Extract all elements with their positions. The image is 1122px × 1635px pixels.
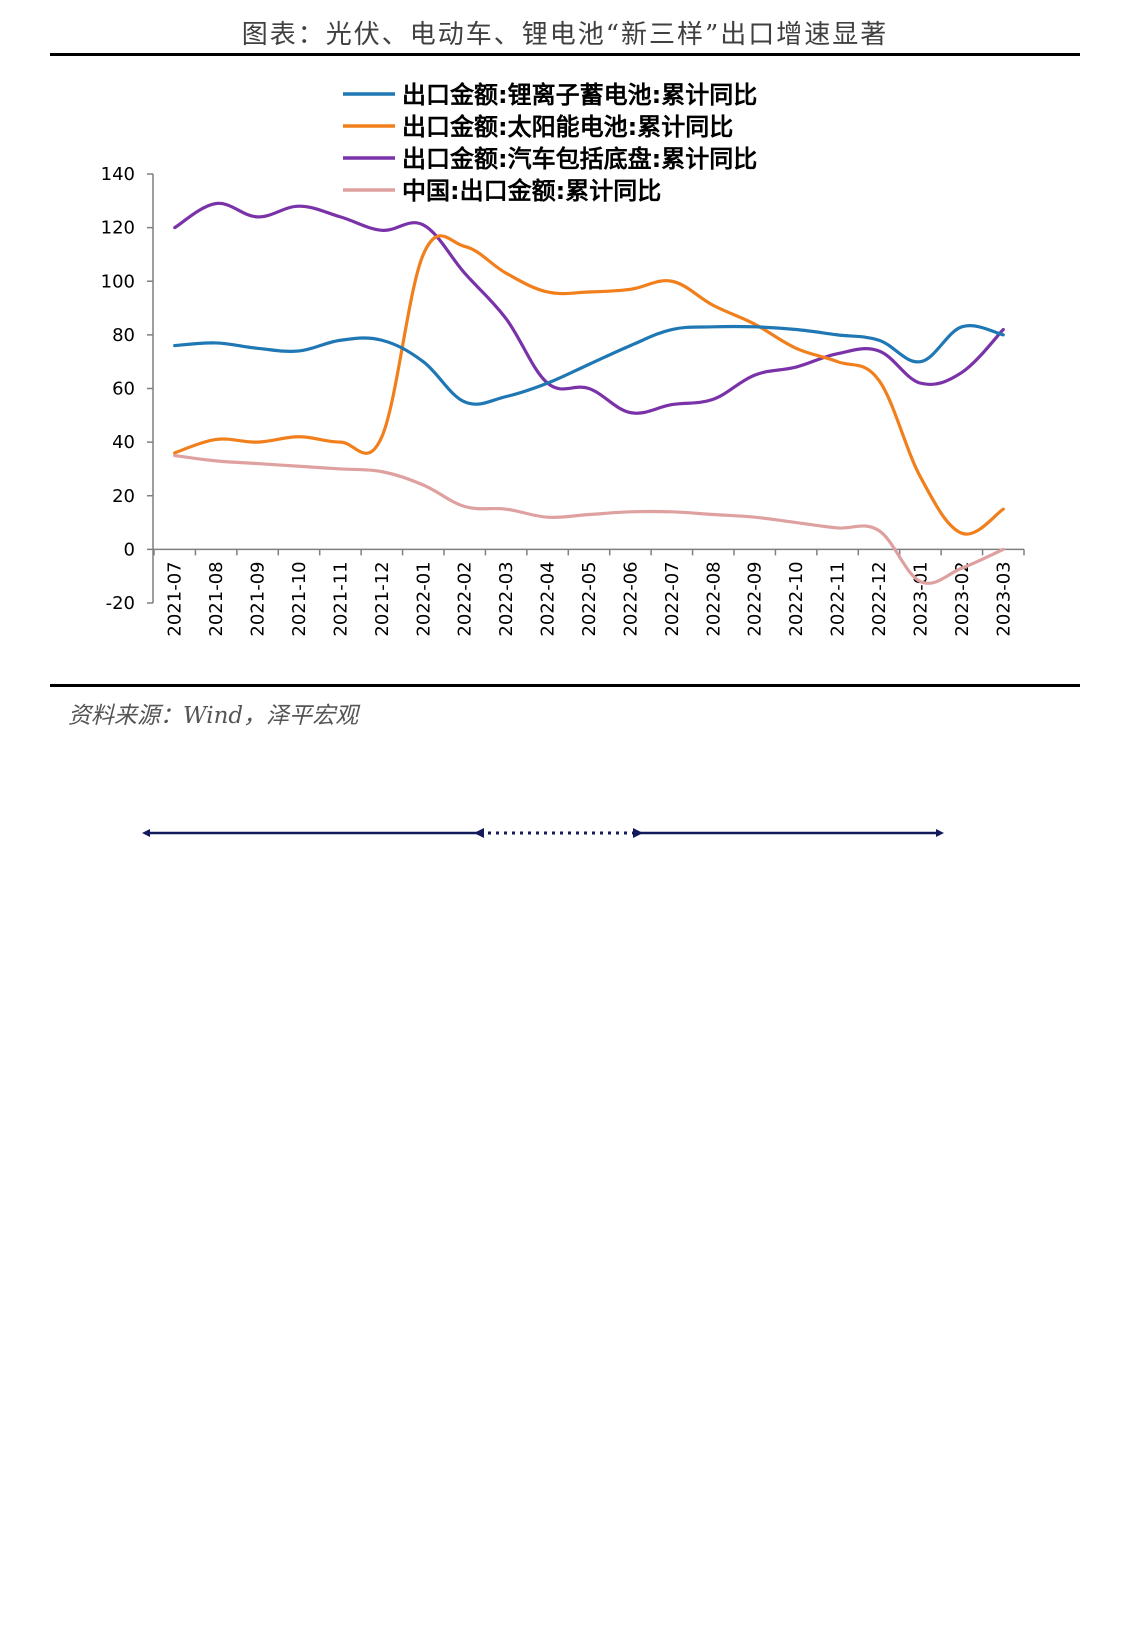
series-line-4: [173, 453, 1005, 585]
x-tick-label: 2022-11: [828, 561, 849, 636]
x-tick-label: 2022-05: [579, 561, 600, 636]
y-tick-label: 100: [101, 271, 135, 292]
y-tick-label: 140: [101, 164, 135, 185]
line-chart: 140 120 100 80 60 40 20 0 -20 2021-07 2021-08 2021-…: [101, 81, 1025, 637]
legend-label-2: 出口金额:太阳能电池:累计同比: [402, 113, 733, 141]
divider-end-right: [936, 829, 944, 837]
page-divider: [142, 828, 944, 838]
divider-mid-left: [474, 828, 484, 838]
y-tick-label: 20: [112, 486, 135, 507]
y-tick-label: 60: [112, 379, 135, 400]
y-tick-label: 40: [112, 432, 135, 453]
source-note: 资料来源：Wind，泽平宏观: [68, 703, 359, 729]
legend-label-1: 出口金额:锂离子蓄电池:累计同比: [402, 81, 757, 109]
x-tick-label: 2021-09: [248, 561, 269, 636]
x-tick-label: 2023-02: [952, 561, 973, 636]
bottom-rule: [50, 684, 1080, 687]
x-tick-label: 2022-09: [745, 561, 766, 636]
x-tick-label: 2022-04: [538, 561, 559, 636]
x-tick-label: 2021-07: [165, 561, 186, 636]
x-tick-label: 2021-08: [206, 561, 227, 636]
x-tick-label: 2022-08: [703, 561, 724, 636]
x-tick-label: 2023-01: [910, 561, 931, 636]
y-tick-label: 0: [124, 539, 135, 560]
x-tick-label: 2022-07: [662, 561, 683, 636]
series-line-2: [173, 234, 1005, 536]
x-tick-label: 2022-01: [413, 561, 434, 636]
chart-title: 图表：光伏、电动车、锂电池“新三样”出口增速显著: [241, 20, 889, 50]
y-tick-label: -20: [106, 593, 135, 614]
x-tick-label: 2022-06: [620, 561, 641, 636]
divider-mid-right: [633, 828, 643, 838]
series-line-1: [173, 324, 1005, 406]
divider-end-left: [142, 829, 150, 837]
top-rule: [50, 53, 1080, 56]
x-tick-label: 2022-12: [869, 561, 890, 636]
x-tick-label: 2021-12: [372, 561, 393, 636]
series-line-3: [173, 201, 1005, 415]
x-tick-label: 2021-11: [330, 561, 351, 636]
legend-label-4: 中国:出口金额:累计同比: [402, 177, 661, 205]
legend-label-3: 出口金额:汽车包括底盘:累计同比: [402, 145, 757, 173]
x-tick-label: 2022-10: [786, 561, 807, 636]
x-tick-label: 2022-02: [455, 561, 476, 636]
x-tick-label: 2022-03: [496, 561, 517, 636]
x-tick-label: 2023-03: [993, 561, 1014, 636]
y-tick-label: 80: [112, 325, 135, 346]
x-tick-label: 2021-10: [289, 561, 310, 636]
y-tick-label: 120: [101, 218, 135, 239]
